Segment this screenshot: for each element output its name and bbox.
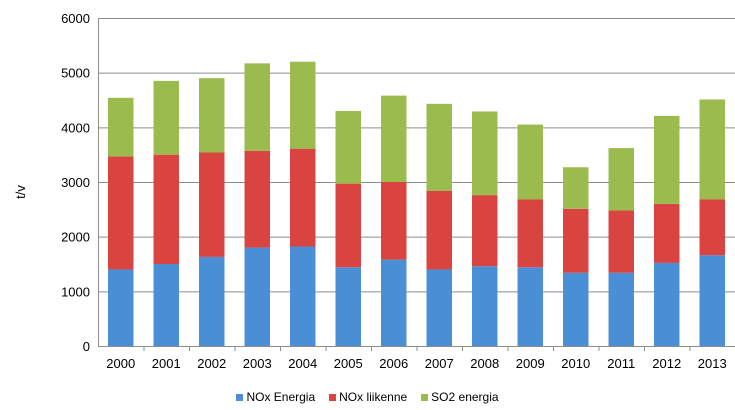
bar-segment — [199, 78, 225, 153]
bar-segment — [426, 190, 452, 270]
x-tick-labels: 2000 2001 2002 2003 2004 2005 2006 2007 2008 2009… — [106, 356, 726, 371]
bar-segment — [335, 267, 361, 346]
bar-segment — [472, 111, 498, 196]
x-tick-label: 2012 — [652, 356, 681, 371]
bar-segment — [290, 246, 316, 346]
bars — [108, 61, 725, 346]
bar-segment — [608, 272, 634, 346]
bar-segment — [108, 97, 134, 157]
x-tick-label: 2008 — [470, 356, 499, 371]
bar-segment — [290, 148, 316, 247]
bar-segment — [699, 255, 725, 346]
legend-label: NOx Energia — [246, 390, 316, 404]
bar-segment — [472, 195, 498, 267]
bar-segment — [654, 203, 680, 263]
bar-segment — [654, 115, 680, 204]
bar-segment — [153, 154, 179, 264]
bar-segment — [472, 266, 498, 346]
legend-label: SO2 energia — [431, 390, 499, 404]
x-tick-label: 2010 — [561, 356, 590, 371]
legend-item: SO2 energia — [421, 390, 499, 404]
bar-segment — [608, 210, 634, 273]
x-tick-label: 2001 — [152, 356, 181, 371]
bar-segment — [199, 256, 225, 346]
bar-segment — [108, 156, 134, 270]
x-tick-label: 2013 — [698, 356, 727, 371]
bar-segment — [426, 103, 452, 191]
y-tick-labels: 0 1000 2000 3000 4000 5000 6000 — [61, 11, 90, 354]
bar-segment — [108, 269, 134, 346]
y-tick-label: 5000 — [61, 66, 90, 81]
x-tick-label: 2005 — [334, 356, 363, 371]
legend-item: NOx liikenne — [329, 390, 407, 404]
y-tick-label: 0 — [83, 339, 90, 354]
bar-segment — [244, 150, 270, 248]
x-tick-label: 2011 — [607, 356, 635, 371]
bar-segment — [654, 262, 680, 346]
y-tick-label: 6000 — [61, 11, 90, 26]
legend-label: NOx liikenne — [339, 390, 408, 404]
x-tick-label: 2009 — [516, 356, 545, 371]
x-tick-label: 2000 — [106, 356, 135, 371]
bar-segment — [244, 63, 270, 151]
bar-segment — [244, 247, 270, 346]
y-tick-label: 4000 — [61, 120, 90, 135]
y-tick-label: 3000 — [61, 175, 90, 190]
bar-segment — [517, 124, 543, 200]
bar-segment — [563, 167, 589, 209]
x-tick-label: 2002 — [197, 356, 226, 371]
bar-segment — [517, 199, 543, 268]
bar-segment — [563, 272, 589, 346]
legend-item: NOx Energia — [236, 390, 315, 404]
bar-segment — [335, 110, 361, 184]
bar-segment — [426, 269, 452, 346]
bar-segment — [608, 148, 634, 211]
bar-segment — [381, 95, 407, 182]
x-tick-label: 2006 — [379, 356, 408, 371]
y-axis-label: t/v — [13, 185, 28, 199]
x-tick-label: 2003 — [243, 356, 272, 371]
bar-segment — [699, 99, 725, 200]
x-tick-label: 2004 — [288, 356, 317, 371]
gridlines — [98, 18, 735, 293]
bar-segment — [381, 182, 407, 260]
bar-segment — [563, 208, 589, 273]
bar-segment — [153, 264, 179, 346]
y-tick-label: 2000 — [61, 230, 90, 245]
bar-segment — [153, 80, 179, 155]
bar-segment — [699, 199, 725, 256]
bar-segment — [517, 267, 543, 346]
legend-swatch — [329, 393, 337, 401]
bar-segment — [290, 61, 316, 149]
y-tick-label: 1000 — [61, 284, 90, 299]
bar-segment — [381, 259, 407, 346]
legend-swatch — [421, 393, 429, 401]
axes — [98, 18, 735, 351]
bar-segment — [335, 183, 361, 268]
bar-segment — [199, 152, 225, 257]
legend-swatch — [236, 393, 244, 401]
x-tick-label: 2007 — [425, 356, 454, 371]
legend: NOx Energia NOx liikenne SO2 energia — [0, 387, 735, 407]
